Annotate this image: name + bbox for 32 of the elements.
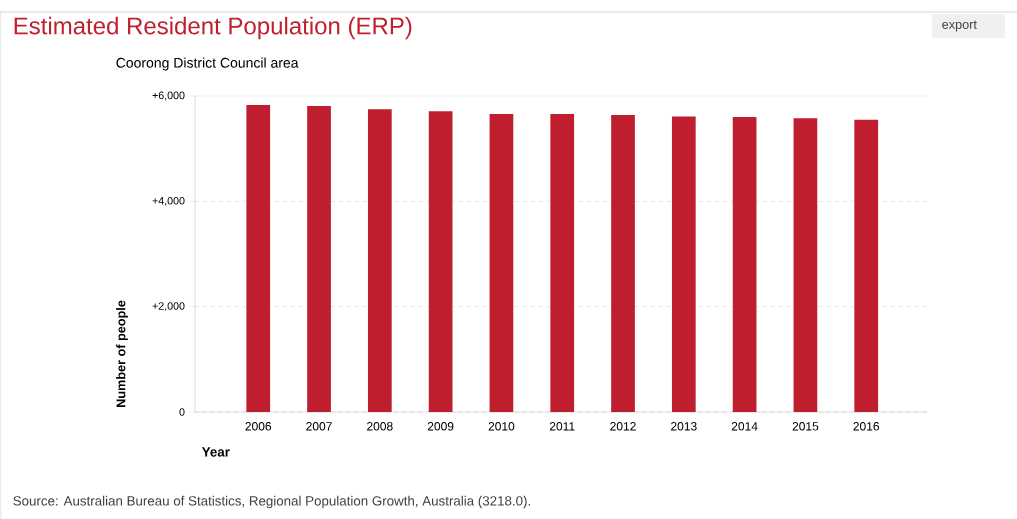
y-tick-label: +6,000 (152, 91, 185, 101)
x-tick-label: 2014 (731, 422, 758, 431)
x-tick-label: 2015 (792, 422, 819, 431)
x-tick-label: 2016 (853, 422, 880, 431)
bar (246, 104, 271, 412)
x-tick-label: 2009 (427, 422, 454, 431)
y-tick-label: +2,000 (152, 302, 185, 312)
x-axis-title: Year (201, 447, 230, 457)
x-tick-label: 2007 (306, 422, 332, 431)
x-tick-label: 2011 (549, 422, 575, 431)
bar (489, 113, 514, 412)
source-note: Source: Australian Bureau of Statistics, Regional Population Growth, Australia (3218.0). (13, 495, 530, 509)
bar (793, 118, 818, 412)
chart-title: Estimated Resident Population (ERP) (14, 16, 412, 40)
y-tick-label: +4,000 (152, 196, 185, 206)
bar (611, 114, 635, 412)
bar (428, 111, 453, 412)
bar (367, 109, 392, 412)
bar (550, 113, 575, 412)
y-axis-title: Number of people (116, 300, 128, 407)
bar (854, 119, 879, 412)
bar (307, 106, 331, 412)
bar (732, 117, 757, 412)
bar (671, 116, 696, 412)
x-tick-label: 2006 (245, 422, 272, 431)
x-tick-label: 2010 (488, 422, 515, 431)
x-tick-label: 2012 (610, 422, 636, 431)
x-tick-label: 2013 (671, 422, 697, 431)
text: export (942, 20, 977, 32)
chart-subtitle: Coorong District Council area (116, 57, 299, 71)
y-tick-label: 0 (179, 408, 185, 416)
x-tick-label: 2008 (367, 422, 393, 431)
